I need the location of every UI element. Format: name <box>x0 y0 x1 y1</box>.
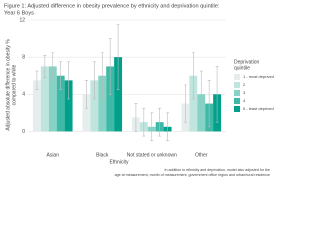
error-bar <box>67 61 71 100</box>
legend-label: 3 <box>243 90 246 95</box>
y-tick-label: 12 <box>19 17 25 23</box>
x-tick-label: Other <box>195 152 208 158</box>
error-bar <box>191 52 195 100</box>
x-axis-label: Ethnicity <box>110 159 129 165</box>
error-bar <box>150 112 154 142</box>
legend-swatch <box>234 74 240 80</box>
error-bar <box>84 80 88 109</box>
error-bar <box>134 103 138 132</box>
x-tick-label: Black <box>96 152 109 158</box>
y-tick-label: 8 <box>22 54 25 60</box>
bar <box>56 75 65 132</box>
legend-label: 2 <box>243 82 246 87</box>
bar <box>32 80 41 132</box>
legend-title: Deprivation <box>234 59 260 65</box>
y-axis-label: compared to white <box>11 64 17 105</box>
error-bar <box>116 24 120 90</box>
bar <box>48 66 57 132</box>
error-bar <box>158 107 162 137</box>
x-tick-label: Asian <box>46 152 59 158</box>
error-bar <box>207 80 211 128</box>
legend-title: quintile <box>234 65 250 71</box>
bar <box>106 66 115 132</box>
error-bar <box>100 52 104 100</box>
error-bar <box>51 52 55 81</box>
error-bar <box>166 112 170 142</box>
legend-label: 4 <box>243 98 246 103</box>
chart: Figure 1: Adjusted difference in obesity… <box>4 3 274 177</box>
chart-title: Figure 1: Adjusted difference in obesity… <box>4 3 220 9</box>
error-bar <box>59 61 63 90</box>
error-bar <box>92 61 96 100</box>
y-tick-label: 4 <box>22 92 25 98</box>
bar <box>82 94 91 132</box>
chart-title: Year 6 Boys <box>4 10 34 16</box>
error-bar <box>35 70 39 90</box>
legend-swatch <box>234 90 240 96</box>
bar <box>64 80 73 132</box>
error-bar <box>215 66 219 123</box>
legend-swatch <box>234 98 240 104</box>
footnote: age at measurement, month of measurement… <box>115 173 270 177</box>
y-axis-label: Adjusted absolute difference in obesity … <box>5 39 11 131</box>
error-bar <box>199 70 203 118</box>
bar <box>114 57 123 132</box>
bar <box>90 80 99 132</box>
error-bar <box>183 84 187 123</box>
footnote: In addition to ethnicity and deprivation… <box>165 168 270 172</box>
error-bar <box>142 107 146 137</box>
legend-label: 5 - least deprived <box>243 106 274 111</box>
bar <box>189 75 198 132</box>
legend-swatch <box>234 82 240 88</box>
legend-label: 1 - most deprived <box>243 74 274 79</box>
bar <box>98 75 107 132</box>
legend-swatch <box>234 106 240 112</box>
bar <box>40 66 49 132</box>
error-bar <box>108 38 112 95</box>
error-bar <box>43 54 47 78</box>
x-tick-label: Not stated or unknown <box>127 152 177 158</box>
y-tick-label: 0 <box>22 129 25 135</box>
